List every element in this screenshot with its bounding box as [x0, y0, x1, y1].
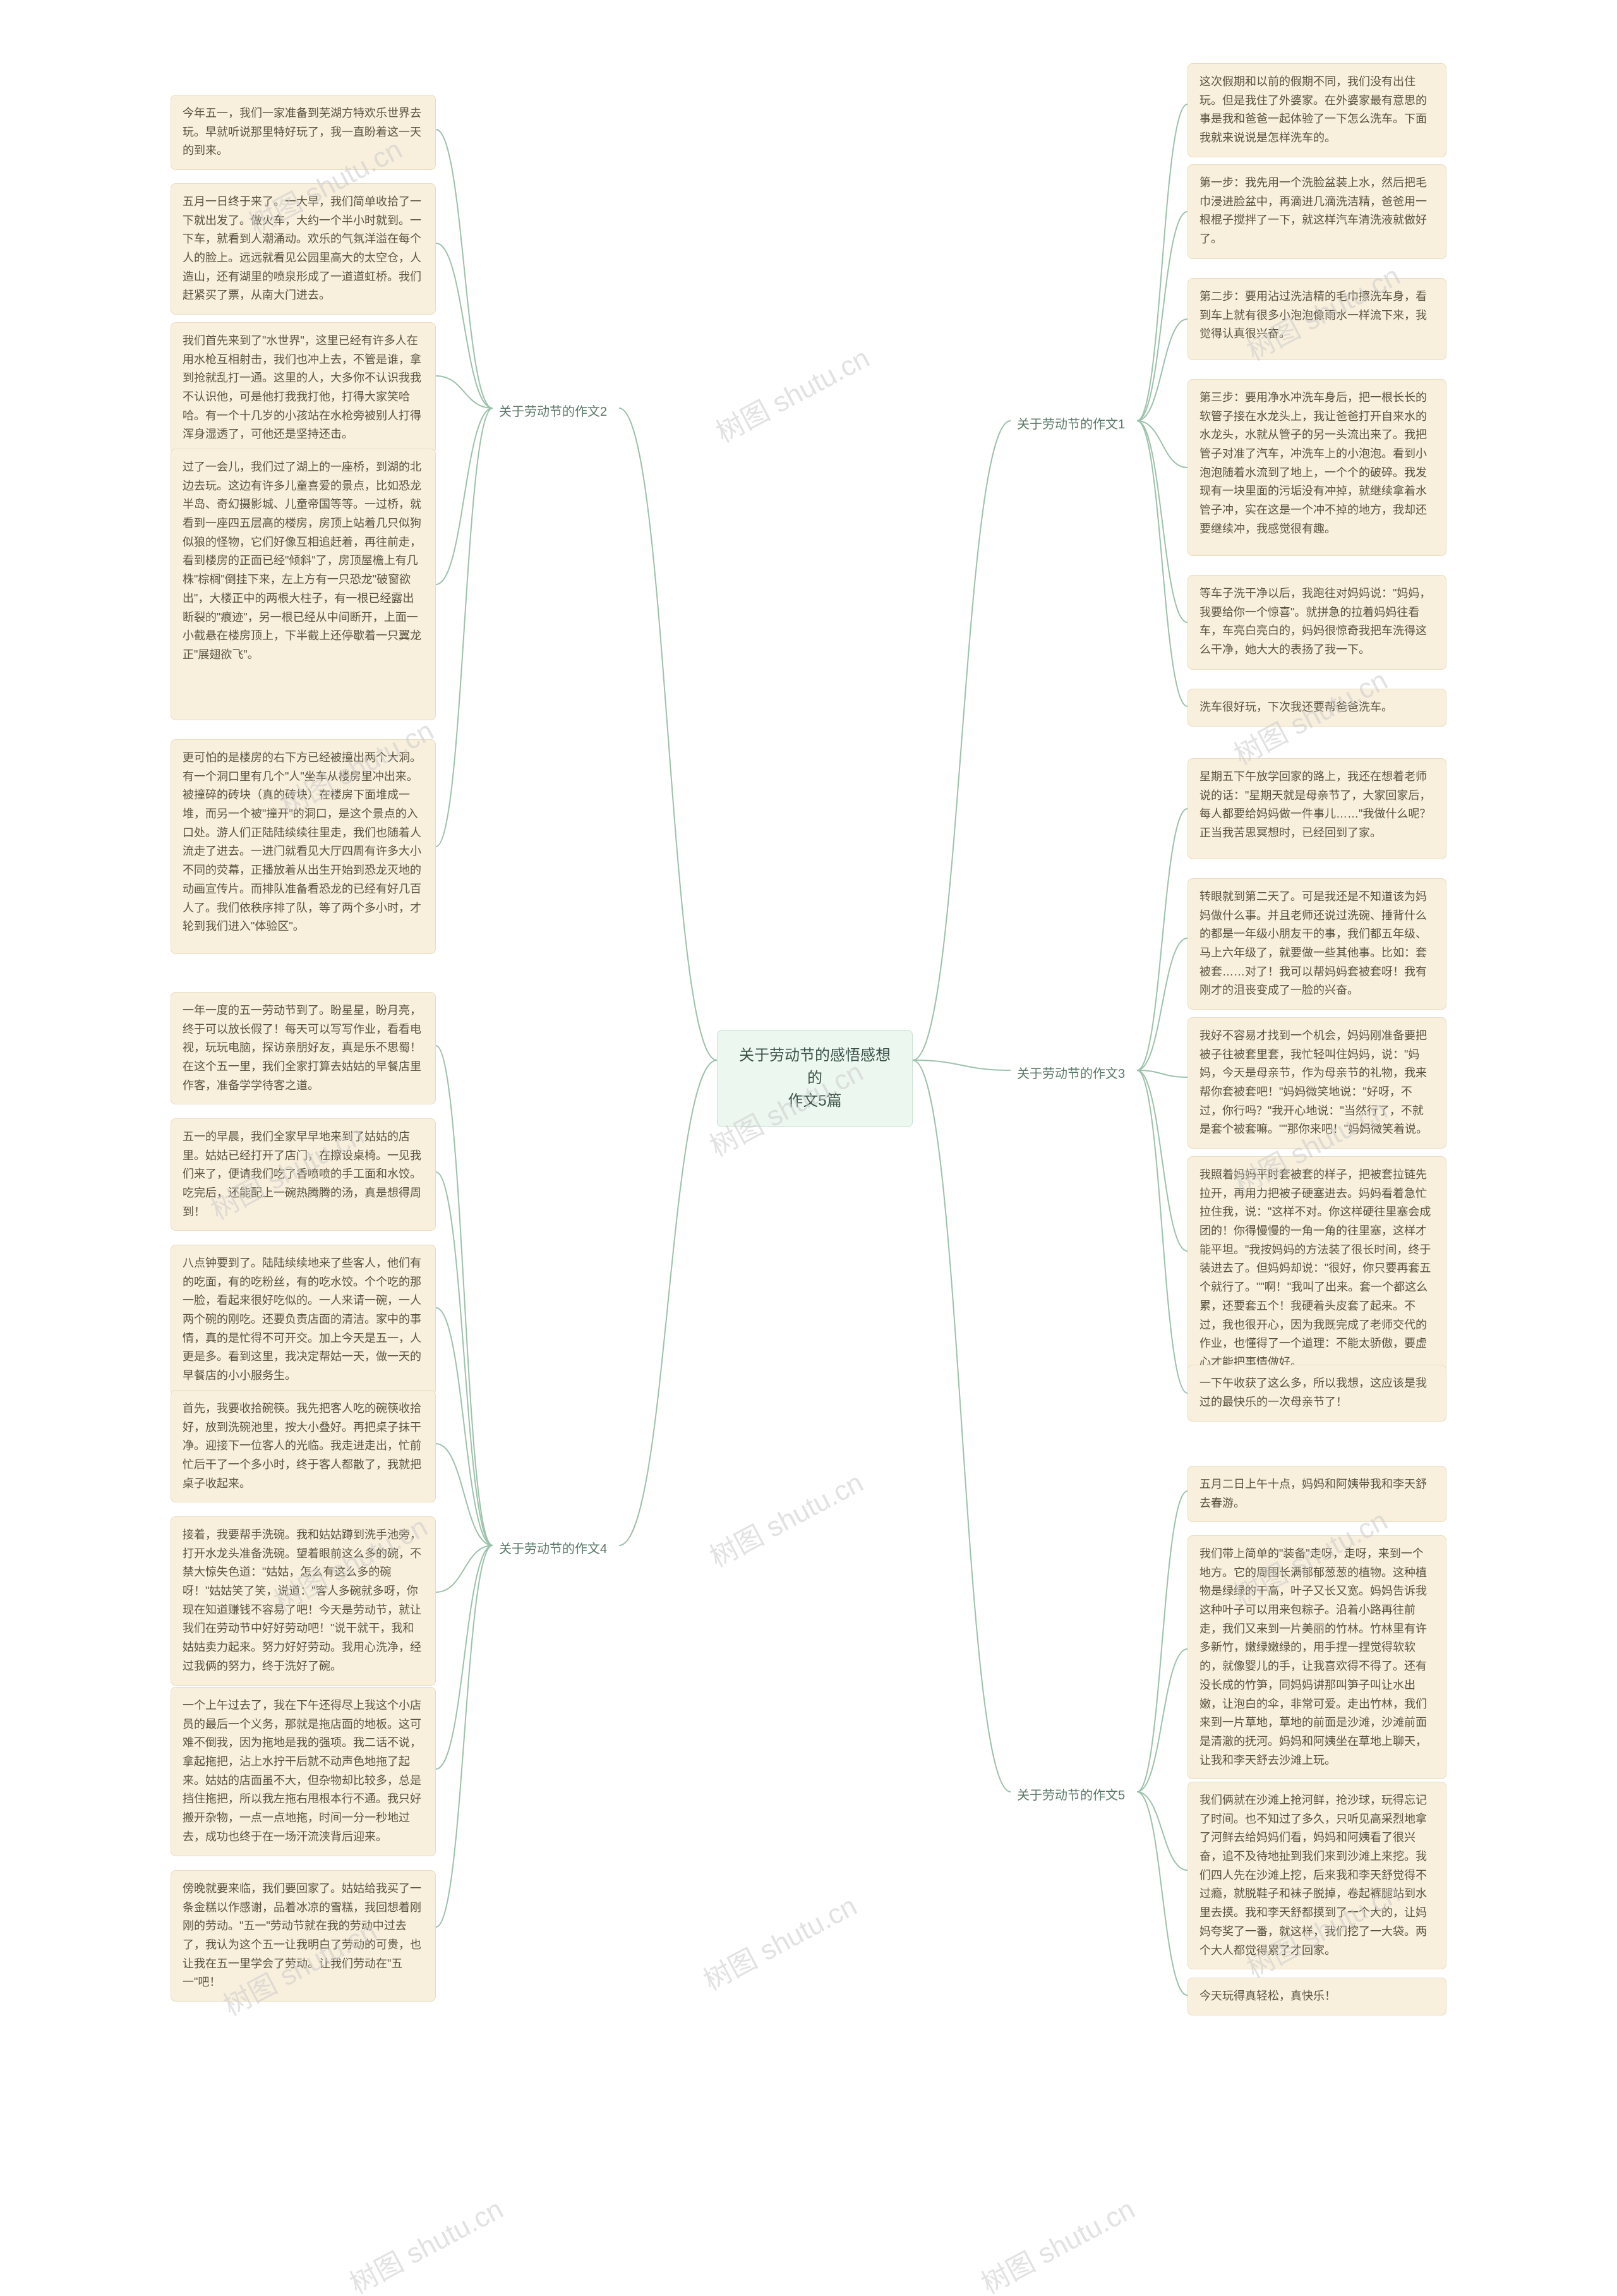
branch-essay-2: 关于劳动节的作文2 [493, 398, 613, 426]
leaf-node: 一年一度的五一劳动节到了。盼星星，盼月亮，终于可以放长假了！每天可以写写作业，看… [171, 992, 436, 1104]
leaf-node: 洗车很好玩，下次我还要帮爸爸洗车。 [1187, 689, 1446, 727]
leaf-node: 第三步：要用净水冲洗车身后，把一根长长的软管子接在水龙头上，我让爸爸打开自来水的… [1187, 379, 1446, 556]
leaf-node: 过了一会儿，我们过了湖上的一座桥，到湖的北边去玩。这边有许多儿童喜爱的景点，比如… [171, 449, 436, 720]
leaf-node: 八点钟要到了。陆陆续续地来了些客人，他们有的吃面，有的吃粉丝，有的吃水饺。个个吃… [171, 1245, 436, 1395]
leaf-node: 我照着妈妈平时套被套的样子，把被套拉链先拉开，再用力把被子硬塞进去。妈妈看着急忙… [1187, 1156, 1446, 1382]
leaf-node: 我们俩就在沙滩上抢河鲜，抢沙球，玩得忘记了时间。也不知过了多久，只听见高采烈地拿… [1187, 1782, 1446, 1969]
leaf-node: 首先，我要收拾碗筷。我先把客人吃的碗筷收拾好，放到洗碗池里，按大小叠好。再把桌子… [171, 1390, 436, 1502]
leaf-node: 一下午收获了这么多，所以我想，这应该是我过的最快乐的一次母亲节了！ [1187, 1365, 1446, 1422]
root-node: 关于劳动节的感悟感想的作文5篇 [717, 1030, 913, 1127]
branch-essay-5: 关于劳动节的作文5 [1011, 1782, 1131, 1810]
watermark: 树图 shutu.cn [695, 1883, 863, 1998]
leaf-node: 我好不容易才找到一个机会，妈妈刚准备要把被子往被套里套，我忙轻叫住妈妈，说："妈… [1187, 1017, 1446, 1149]
leaf-node: 我们首先来到了"水世界"，这里已经有许多人在用水枪互相射击，我们也冲上去，不管是… [171, 322, 436, 454]
leaf-node: 接着，我要帮手洗碗。我和姑姑蹲到洗手池旁，打开水龙头准备洗碗。望着眼前这么多的碗… [171, 1516, 436, 1686]
leaf-node: 更可怕的是楼房的右下方已经被撞出两个大洞。有一个洞口里有几个"人"坐车从楼房里冲… [171, 739, 436, 954]
leaf-node: 五月一日终于来了。一大早，我们简单收拾了一下就出发了。做火车，大约一个半小时就到… [171, 183, 436, 315]
leaf-node: 第二步：要用沾过洗洁精的毛巾擦洗车身，看到车上就有很多小泡泡像雨水一样流下来，我… [1187, 278, 1446, 360]
leaf-node: 这次假期和以前的假期不同，我们没有出住玩。但是我住了外婆家。在外婆家最有意思的事… [1187, 63, 1446, 157]
leaf-node: 今天玩得真轻松，真快乐！ [1187, 1978, 1446, 2015]
leaf-node: 傍晚就要来临，我们要回家了。姑姑给我买了一条金糕以作感谢，品着冰凉的雪糕，我回想… [171, 1870, 436, 2002]
leaf-node: 我们带上简单的"装备"走呀，走呀，来到一个地方。它的周围长满郁郁葱葱的植物。这种… [1187, 1535, 1446, 1779]
watermark: 树图 shutu.cn [708, 335, 875, 450]
leaf-node: 五一的早晨，我们全家早早地来到了姑姑的店里。姑姑已经打开了店门，在擦设桌椅。一见… [171, 1118, 436, 1231]
leaf-node: 星期五下午放学回家的路上，我还在想着老师说的话："星期天就是母亲节了，大家回家后… [1187, 758, 1446, 859]
watermark: 树图 shutu.cn [702, 1460, 869, 1575]
leaf-node: 第一步：我先用一个洗脸盆装上水，然后把毛巾浸进脸盆中，再滴进几滴洗洁精，爸爸用一… [1187, 164, 1446, 259]
leaf-node: 转眼就到第二天了。可是我还是不知道该为妈妈做什么事。并且老师还说过洗碗、捶背什么… [1187, 878, 1446, 1010]
watermark: 树图 shutu.cn [973, 2187, 1141, 2296]
branch-essay-1: 关于劳动节的作文1 [1011, 411, 1131, 439]
branch-essay-3: 关于劳动节的作文3 [1011, 1060, 1131, 1089]
mindmap-canvas: 关于劳动节的感悟感想的作文5篇 关于劳动节的作文1 关于劳动节的作文2 关于劳动… [0, 0, 1617, 2296]
leaf-node: 一个上午过去了，我在下午还得尽上我这个小店员的最后一个义务，那就是拖店面的地板。… [171, 1687, 436, 1856]
watermark: 树图 shutu.cn [342, 2187, 509, 2296]
leaf-node: 等车子洗干净以后，我跑往对妈妈说："妈妈，我要给你一个惊喜"。就拼急的拉着妈妈往… [1187, 575, 1446, 670]
leaf-node: 今年五一，我们一家准备到芜湖方特欢乐世界去玩。早就听说那里特好玩了，我一直盼着这… [171, 95, 436, 170]
leaf-node: 五月二日上午十点，妈妈和阿姨带我和李天舒去春游。 [1187, 1466, 1446, 1522]
branch-essay-4: 关于劳动节的作文4 [493, 1535, 613, 1564]
